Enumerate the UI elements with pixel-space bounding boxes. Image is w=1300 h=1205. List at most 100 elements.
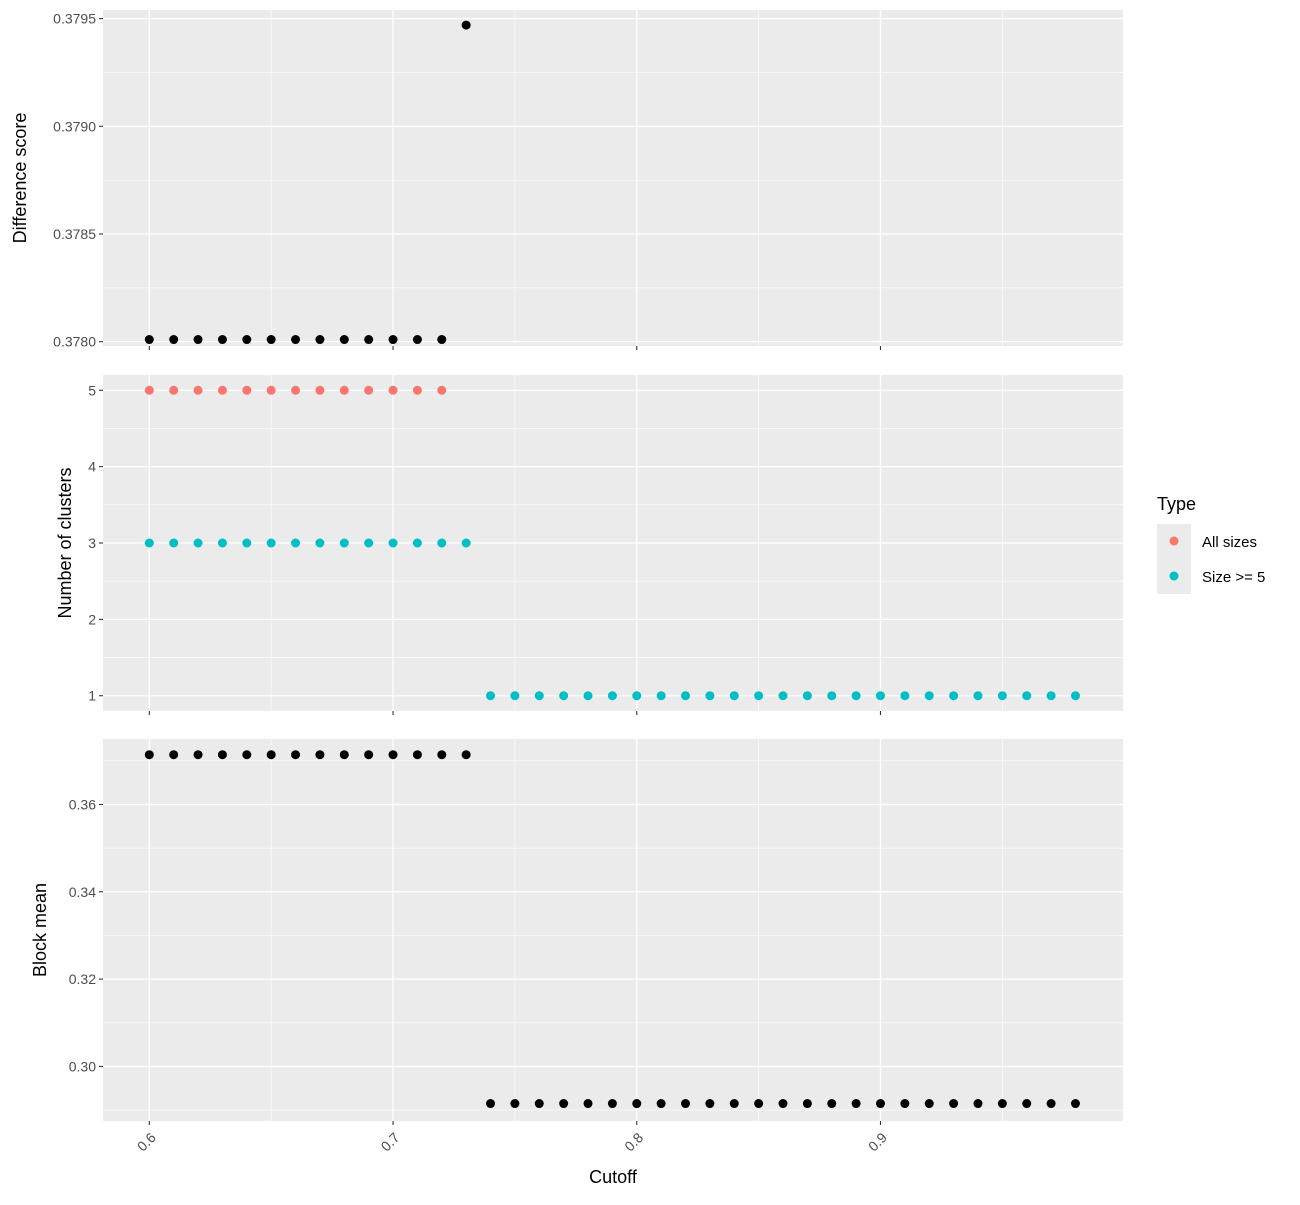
y-tick-label: 0.34: [69, 884, 96, 900]
point-panel2-series1: [412, 385, 422, 395]
legend-key-all-sizes: [1169, 536, 1179, 546]
point-panel2-series2: [339, 538, 349, 548]
y-tick-label: 1: [88, 688, 96, 704]
point-panel3-series1: [583, 1099, 593, 1109]
point-panel2-series2: [364, 538, 374, 548]
y-axis-title: Number of clusters: [55, 467, 75, 618]
point-panel2-series2: [193, 538, 203, 548]
point-panel2-series2: [973, 691, 983, 701]
y-tick-label: 0.3785: [53, 226, 96, 242]
point-panel3-series1: [364, 750, 374, 760]
point-panel1-series1: [412, 335, 422, 345]
point-panel2-series2: [875, 691, 885, 701]
point-panel3-series1: [705, 1099, 715, 1109]
point-panel3-series1: [193, 750, 203, 760]
point-panel2-series2: [681, 691, 691, 701]
point-panel1-series1: [315, 335, 325, 345]
point-panel2-series1: [388, 385, 398, 395]
legend-label-all-sizes: All sizes: [1202, 534, 1257, 551]
point-panel3-series1: [949, 1099, 959, 1109]
y-tick-label: 4: [88, 459, 96, 475]
point-panel2-series2: [437, 538, 447, 548]
y-tick-label: 5: [88, 382, 96, 398]
point-panel3-series1: [851, 1099, 861, 1109]
x-tick-label: 0.8: [621, 1129, 646, 1154]
point-panel3-series1: [242, 750, 252, 760]
point-panel1-series1: [437, 335, 447, 345]
point-panel3-series1: [681, 1099, 691, 1109]
x-tick-label: 0.6: [134, 1129, 159, 1154]
point-panel3-series1: [339, 750, 349, 760]
panel-background: [103, 739, 1123, 1121]
point-panel2-series2: [656, 691, 666, 701]
point-panel2-series1: [266, 385, 276, 395]
y-axis-title: Block mean: [30, 883, 50, 977]
point-panel2-series2: [583, 691, 593, 701]
point-panel2-series2: [559, 691, 569, 701]
point-panel3-series1: [924, 1099, 934, 1109]
point-panel2-series2: [900, 691, 910, 701]
legend-label-size-ge-5: Size >= 5: [1202, 569, 1265, 586]
point-panel2-series2: [705, 691, 715, 701]
y-tick-label: 0.3795: [53, 11, 96, 27]
point-panel3-series1: [437, 750, 447, 760]
point-panel2-series2: [486, 691, 496, 701]
y-tick-label: 0.30: [69, 1058, 96, 1074]
y-tick-label: 0.3780: [53, 334, 96, 350]
x-axis-title: Cutoff: [589, 1167, 638, 1187]
point-panel2-series2: [315, 538, 325, 548]
legend-key-size-ge-5: [1169, 571, 1179, 581]
point-panel3-series1: [559, 1099, 569, 1109]
point-panel2-series1: [339, 385, 349, 395]
point-panel2-series1: [169, 385, 179, 395]
point-panel2-series2: [924, 691, 934, 701]
point-panel3-series1: [217, 750, 227, 760]
panel-3: 0.30 0.32 0.34 0.36 Block mean 0.6 0.7 0.8 0.9: [30, 739, 1123, 1154]
y-tick-label: 2: [88, 611, 96, 627]
point-panel2-series2: [534, 691, 544, 701]
point-panel1-series1: [266, 335, 276, 345]
point-panel3-series1: [461, 750, 471, 760]
point-panel3-series1: [388, 750, 398, 760]
point-panel3-series1: [802, 1099, 812, 1109]
point-panel2-series2: [461, 538, 471, 548]
point-panel3-series1: [1022, 1099, 1032, 1109]
point-panel1-series1: [339, 335, 349, 345]
panels-layer: 0.3780 0.3785 0.3790 0.3795 Difference score…: [10, 10, 1123, 1154]
panel-1: 0.3780 0.3785 0.3790 0.3795 Difference score: [10, 10, 1123, 350]
point-panel2-series2: [1022, 691, 1032, 701]
point-panel1-series1: [144, 335, 154, 345]
point-panel1-series1: [388, 335, 398, 345]
point-panel2-series2: [632, 691, 642, 701]
point-panel3-series1: [291, 750, 301, 760]
point-panel3-series1: [729, 1099, 739, 1109]
point-panel3-series1: [412, 750, 422, 760]
point-panel2-series2: [144, 538, 154, 548]
point-panel2-series2: [1070, 691, 1080, 701]
point-panel2-series1: [315, 385, 325, 395]
point-panel3-series1: [315, 750, 325, 760]
point-panel3-series1: [607, 1099, 617, 1109]
point-panel2-series2: [510, 691, 520, 701]
point-panel2-series1: [437, 385, 447, 395]
point-panel2-series2: [388, 538, 398, 548]
point-panel3-series1: [632, 1099, 642, 1109]
point-panel3-series1: [827, 1099, 837, 1109]
point-panel3-series1: [144, 750, 154, 760]
point-panel3-series1: [875, 1099, 885, 1109]
point-panel1-series1: [193, 335, 203, 345]
point-panel2-series1: [193, 385, 203, 395]
point-panel3-series1: [973, 1099, 983, 1109]
point-panel2-series1: [291, 385, 301, 395]
panel-2: 1 2 3 4 5 Number of clusters: [55, 375, 1123, 715]
point-panel2-series2: [754, 691, 764, 701]
point-panel1-series1: [291, 335, 301, 345]
point-panel2-series2: [607, 691, 617, 701]
y-tick-label: 3: [88, 535, 96, 551]
point-panel3-series1: [534, 1099, 544, 1109]
point-panel2-series2: [997, 691, 1007, 701]
point-panel1-series1: [217, 335, 227, 345]
point-panel3-series1: [997, 1099, 1007, 1109]
